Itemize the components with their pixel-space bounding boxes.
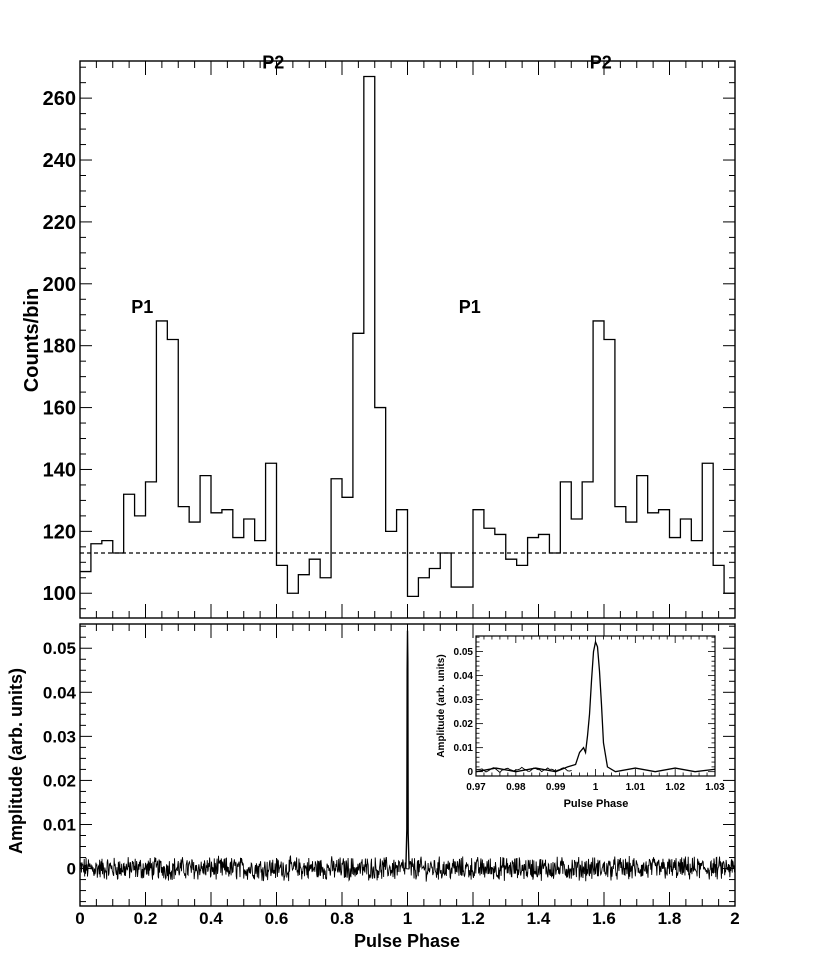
bottom-x-tick-label: 1 xyxy=(403,909,412,928)
x-axis-label: Pulse Phase xyxy=(354,931,460,951)
inset-frame xyxy=(475,635,716,777)
bottom-y-tick-label: 0.03 xyxy=(43,727,76,746)
top-y-tick-label: 140 xyxy=(43,459,76,481)
bottom-x-tick-label: 0.2 xyxy=(134,909,158,928)
amplitude-noise-line xyxy=(79,854,736,882)
inset-y-axis-label: Amplitude (arb. units) xyxy=(436,654,447,757)
inset-x-tick-label: 0.98 xyxy=(506,782,526,793)
bottom-x-tick-label: 1.6 xyxy=(592,909,616,928)
inset-y-tick-labels: 0 0.01 0.02 0.03 0.04 0.05 xyxy=(454,647,474,778)
top-y-tick-label: 260 xyxy=(43,88,76,110)
bottom-panel-ticks xyxy=(79,624,736,906)
top-y-tick-label: 180 xyxy=(43,336,76,358)
bottom-y-tick-label: 0.04 xyxy=(43,683,77,702)
top-panel-y-axis-label: Counts/bin xyxy=(21,288,43,392)
top-panel-histogram: 100 120 140 160 180 200 220 240 260 P1 P2 P1 P2 Cou… xyxy=(21,52,736,619)
inset-x-tick-label: 1.01 xyxy=(626,782,646,793)
inset-ticks xyxy=(475,636,716,776)
inset-x-tick-labels: 0.97 0.98 0.99 1 1.01 1.02 1.03 xyxy=(466,782,725,793)
amplitude-spike-line xyxy=(405,630,410,869)
bottom-x-tick-label: 0.4 xyxy=(199,909,223,928)
top-panel-ticks xyxy=(79,61,736,618)
inset-spike-line xyxy=(475,639,716,773)
bottom-x-tick-label: 0.6 xyxy=(265,909,289,928)
bottom-y-tick-label: 0.05 xyxy=(43,639,76,658)
inset-y-tick-label: 0.02 xyxy=(454,719,474,730)
inset-y-tick-label: 0 xyxy=(467,767,473,778)
bottom-x-tick-label: 0.8 xyxy=(330,909,354,928)
inset-x-tick-label: 1.03 xyxy=(705,782,725,793)
top-panel-y-tick-labels: 100 120 140 160 180 200 220 240 260 xyxy=(43,88,76,605)
inset-y-tick-label: 0.01 xyxy=(454,743,474,754)
bottom-x-tick-label: 1.2 xyxy=(461,909,485,928)
top-y-tick-label: 100 xyxy=(43,583,76,605)
top-y-tick-label: 220 xyxy=(43,212,76,234)
bottom-x-tick-label: 1.4 xyxy=(527,909,551,928)
top-y-tick-label: 160 xyxy=(43,398,76,420)
bottom-y-tick-label: 0.02 xyxy=(43,771,76,790)
bottom-panel-amplitude: 0 0.01 0.02 0.03 0.04 0.05 0 0.2 0.4 0.6 0.8 1 1.2 1… xyxy=(6,623,740,951)
bottom-x-tick-label: 2 xyxy=(730,909,739,928)
top-y-tick-label: 240 xyxy=(43,150,76,172)
inset-x-tick-label: 0.97 xyxy=(466,782,486,793)
inset-x-tick-label: 0.99 xyxy=(546,782,566,793)
inset-y-tick-label: 0.04 xyxy=(454,671,474,682)
bottom-y-tick-label: 0.01 xyxy=(43,815,76,834)
peak-annotations: P1 P2 P1 P2 xyxy=(131,52,612,316)
bottom-y-tick-label: 0 xyxy=(67,860,76,879)
inset-y-tick-label: 0.05 xyxy=(454,647,474,658)
bottom-panel-y-tick-labels: 0 0.01 0.02 0.03 0.04 0.05 xyxy=(43,639,77,878)
pulse-profile-step-line xyxy=(80,75,735,597)
bottom-x-tick-label: 1.8 xyxy=(658,909,682,928)
top-y-tick-label: 120 xyxy=(43,521,76,543)
bottom-x-tick-label: 0 xyxy=(75,909,84,928)
inset-x-tick-label: 1.02 xyxy=(665,782,685,793)
inset-y-tick-label: 0.03 xyxy=(454,695,474,706)
inset-x-axis-label: Pulse Phase xyxy=(564,798,629,810)
peak-label: P1 xyxy=(131,297,153,317)
bottom-panel-y-axis-label: Amplitude (arb. units) xyxy=(6,668,26,854)
peak-label: P2 xyxy=(590,52,612,72)
inset-x-tick-label: 1 xyxy=(593,782,599,793)
bottom-panel-x-tick-labels: 0 0.2 0.4 0.6 0.8 1 1.2 1.4 1.6 1.8 2 xyxy=(75,909,739,928)
peak-label: P1 xyxy=(459,297,481,317)
peak-label: P2 xyxy=(262,52,284,72)
inset-zoom-panel: 0 0.01 0.02 0.03 0.04 0.05 0.97 0.98 0.99 1 1.01 1… xyxy=(436,635,725,810)
top-y-tick-label: 200 xyxy=(43,274,76,296)
